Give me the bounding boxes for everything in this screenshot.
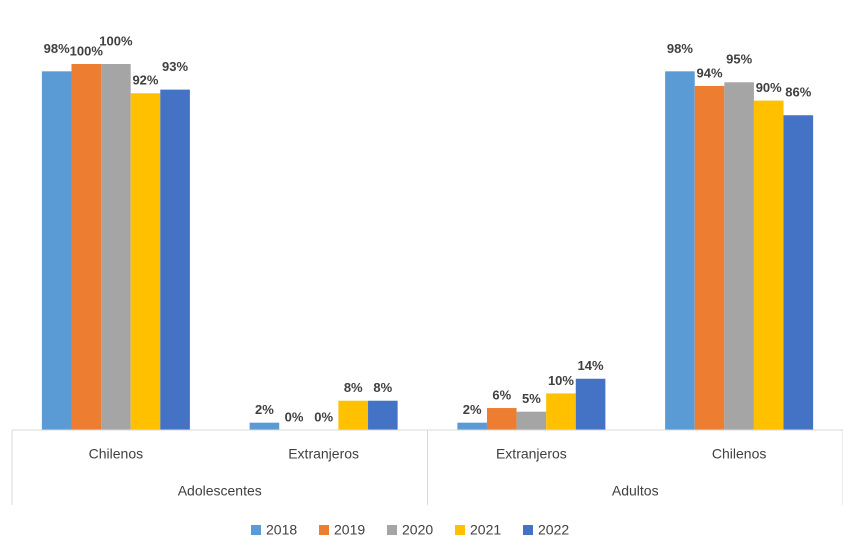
bar — [783, 115, 814, 431]
bar — [753, 100, 784, 430]
bar — [130, 93, 161, 430]
bar — [486, 408, 517, 430]
value-label: 93% — [162, 59, 188, 74]
bar — [101, 64, 131, 430]
category-label: Chilenos — [89, 446, 143, 462]
value-label: 92% — [132, 73, 158, 88]
value-label: 8% — [373, 380, 392, 395]
bar — [249, 422, 280, 430]
legend-swatch — [387, 525, 397, 535]
value-label: 100% — [70, 43, 104, 58]
category-label: Extranjeros — [288, 446, 359, 462]
category-label: Extranjeros — [496, 446, 567, 462]
value-label: 94% — [697, 65, 723, 80]
value-label: 5% — [522, 391, 541, 406]
bar — [516, 411, 547, 430]
bar — [546, 393, 576, 430]
bar — [694, 85, 725, 431]
bar — [71, 64, 102, 430]
bar — [160, 89, 190, 431]
legend-label: 2022 — [538, 522, 569, 538]
value-label: 8% — [344, 380, 363, 395]
legend-label: 2020 — [402, 522, 433, 538]
value-label: 86% — [785, 85, 811, 100]
bar — [457, 422, 487, 430]
value-label: 98% — [44, 41, 70, 56]
bar — [665, 71, 695, 430]
value-label: 2% — [255, 402, 274, 417]
value-label: 10% — [548, 373, 574, 388]
value-label: 0% — [285, 409, 304, 424]
legend-label: 2018 — [266, 522, 297, 538]
legend-swatch — [251, 525, 261, 535]
legend-swatch — [319, 525, 329, 535]
legend-label: 2021 — [470, 522, 501, 538]
value-label: 98% — [667, 41, 693, 56]
bar — [575, 378, 606, 430]
group-label: Adolescentes — [178, 483, 262, 499]
value-label: 90% — [756, 80, 782, 95]
bar — [41, 71, 72, 430]
legend-swatch — [455, 525, 465, 535]
bar — [724, 82, 754, 431]
value-label: 2% — [463, 402, 482, 417]
value-label: 95% — [726, 52, 752, 67]
category-label: Chilenos — [712, 446, 766, 462]
group-label: Adultos — [612, 483, 659, 499]
value-label: 14% — [578, 358, 604, 373]
legend-swatch — [523, 525, 533, 535]
legend-label: 2019 — [334, 522, 365, 538]
value-label: 6% — [492, 387, 511, 402]
bar — [368, 400, 398, 430]
bar — [338, 400, 369, 430]
value-label: 100% — [99, 33, 133, 48]
value-label: 0% — [314, 409, 333, 424]
